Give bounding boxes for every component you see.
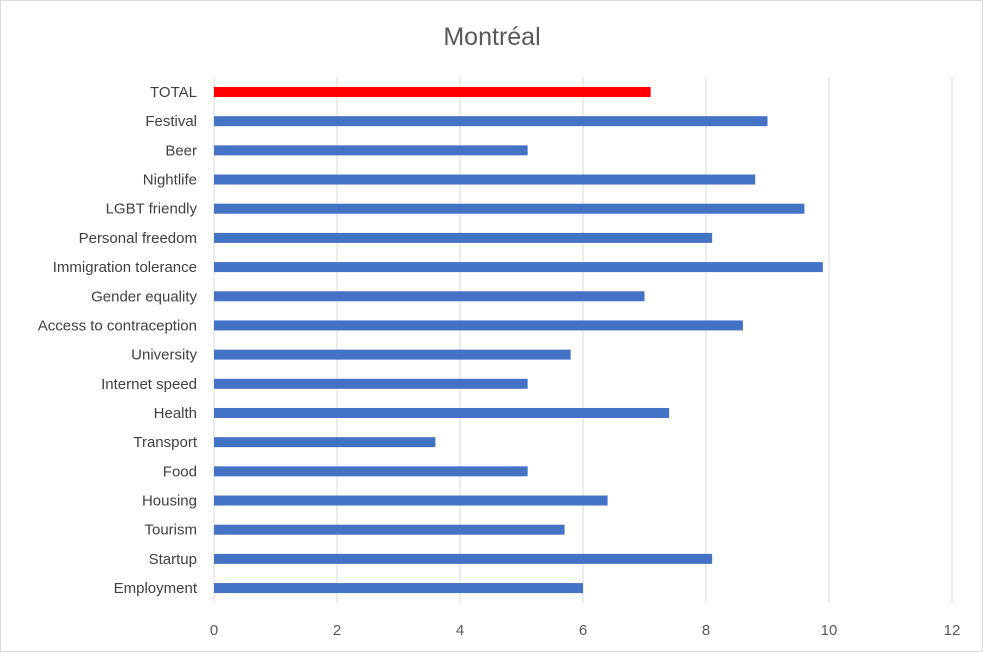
bar-employment bbox=[214, 583, 583, 594]
x-tick-label-8: 8 bbox=[702, 622, 710, 639]
category-label-festival: Festival bbox=[145, 113, 197, 130]
category-labels: TOTAL Festival Beer Nightlife LGBT friendly P… bbox=[38, 84, 198, 597]
category-label-health: Health bbox=[154, 405, 197, 422]
category-label-immigration-tolerance: Immigration tolerance bbox=[53, 259, 197, 276]
bar-university bbox=[214, 349, 571, 360]
category-label-access-to-contraception: Access to contraception bbox=[38, 317, 197, 334]
category-label-total: TOTAL bbox=[150, 84, 197, 101]
x-tick-label-6: 6 bbox=[579, 622, 587, 639]
category-label-lgbt-friendly: LGBT friendly bbox=[106, 201, 198, 218]
bar-gender-equality bbox=[214, 291, 645, 302]
x-tick-label-12: 12 bbox=[944, 622, 961, 639]
x-tick-label-2: 2 bbox=[333, 622, 341, 639]
category-label-university: University bbox=[131, 347, 197, 364]
bar-lgbt-friendly bbox=[214, 203, 805, 214]
bar-transport bbox=[214, 437, 436, 448]
gridlines bbox=[213, 77, 953, 603]
category-label-food: Food bbox=[163, 463, 197, 480]
bar-nightlife bbox=[214, 174, 756, 185]
bar-beer bbox=[214, 145, 528, 156]
category-label-beer: Beer bbox=[165, 142, 197, 159]
bar-tourism bbox=[214, 524, 565, 535]
bar-personal-freedom bbox=[214, 232, 713, 243]
category-label-housing: Housing bbox=[142, 493, 197, 510]
x-tick-label-10: 10 bbox=[821, 622, 838, 639]
category-label-startup: Startup bbox=[149, 551, 197, 568]
category-label-tourism: Tourism bbox=[144, 522, 197, 539]
x-axis-tick-labels: 0 2 4 6 8 10 12 bbox=[210, 622, 961, 639]
bar-access-to-contraception bbox=[214, 320, 743, 331]
bar-food bbox=[214, 466, 528, 477]
category-label-internet-speed: Internet speed bbox=[101, 376, 197, 393]
chart-title: Montréal bbox=[443, 23, 540, 51]
category-label-gender-equality: Gender equality bbox=[91, 288, 197, 305]
category-label-nightlife: Nightlife bbox=[143, 172, 197, 189]
bar-housing bbox=[214, 495, 608, 506]
bar-total bbox=[214, 87, 651, 97]
bar-immigration-tolerance bbox=[214, 262, 823, 273]
bar-festival bbox=[214, 116, 768, 127]
category-label-personal-freedom: Personal freedom bbox=[79, 230, 197, 247]
bar-startup bbox=[214, 553, 713, 564]
x-tick-label-0: 0 bbox=[210, 622, 218, 639]
bar-health bbox=[214, 407, 670, 418]
category-label-transport: Transport bbox=[133, 434, 197, 451]
category-label-employment: Employment bbox=[114, 580, 198, 597]
bars bbox=[214, 87, 823, 594]
x-tick-label-4: 4 bbox=[456, 622, 464, 639]
bar-internet-speed bbox=[214, 378, 528, 389]
